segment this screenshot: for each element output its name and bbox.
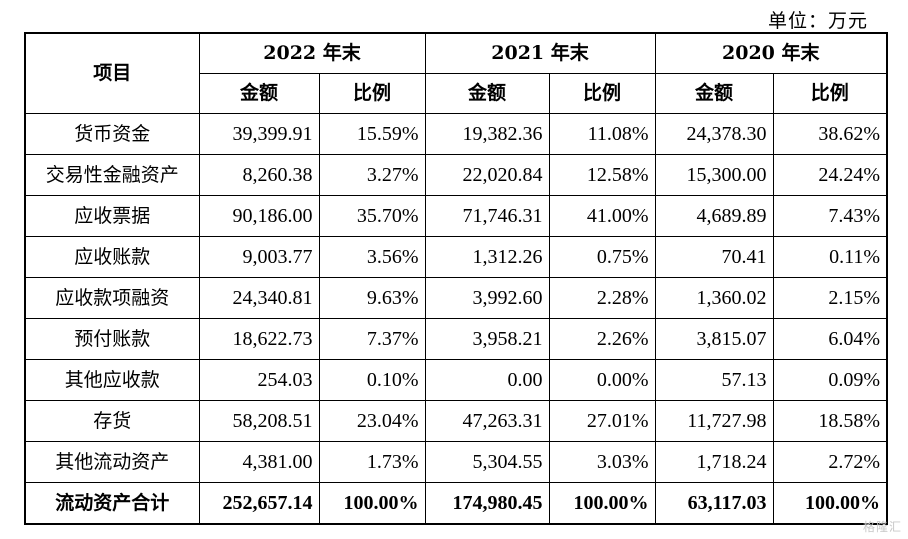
header-ratio: 比例 xyxy=(548,73,656,114)
amount-2020: 24,378.30 xyxy=(654,113,774,155)
amount-2021: 1,312.26 xyxy=(424,236,550,278)
amount-2020: 57.13 xyxy=(654,359,774,401)
amount-2022: 9,003.77 xyxy=(198,236,320,278)
ratio-2022: 15.59% xyxy=(318,113,426,155)
header-ratio: 比例 xyxy=(318,73,426,114)
ratio-2020: 24.24% xyxy=(772,154,888,196)
ratio-2020: 38.62% xyxy=(772,113,888,155)
header-amount: 金额 xyxy=(424,73,550,114)
amount-2021: 71,746.31 xyxy=(424,195,550,237)
amount-2022: 90,186.00 xyxy=(198,195,320,237)
ratio-2022: 3.27% xyxy=(318,154,426,196)
amount-2022: 58,208.51 xyxy=(198,400,320,442)
row-item-label: 应收款项融资 xyxy=(24,277,200,319)
amount-2021: 3,958.21 xyxy=(424,318,550,360)
header-ratio: 比例 xyxy=(772,73,888,114)
ratio-2020: 0.09% xyxy=(772,359,888,401)
ratio-2022: 23.04% xyxy=(318,400,426,442)
table-row: 应收账款 9,003.77 3.56% 1,312.26 0.75% 70.41… xyxy=(24,236,888,278)
ratio-2020: 6.04% xyxy=(772,318,888,360)
ratio-2021: 12.58% xyxy=(548,154,656,196)
ratio-2021: 27.01% xyxy=(548,400,656,442)
table-row: 其他流动资产 4,381.00 1.73% 5,304.55 3.03% 1,7… xyxy=(24,441,888,483)
ratio-2021: 41.00% xyxy=(548,195,656,237)
header-year-2022: 2022 年末 xyxy=(198,32,426,74)
ratio-2022: 35.70% xyxy=(318,195,426,237)
amount-2021: 22,020.84 xyxy=(424,154,550,196)
header-year-2021: 2021 年末 xyxy=(424,32,656,74)
amount-2021: 3,992.60 xyxy=(424,277,550,319)
ratio-2022: 1.73% xyxy=(318,441,426,483)
watermark-logo: 格隆汇 xyxy=(862,520,902,534)
row-item-label: 应收票据 xyxy=(24,195,200,237)
table-row: 应收款项融资 24,340.81 9.63% 3,992.60 2.28% 1,… xyxy=(24,277,888,319)
ratio-2021: 2.28% xyxy=(548,277,656,319)
header-row-years: 项目 2022 年末 2021 年末 2020 年末 xyxy=(24,32,888,114)
current-assets-table: 项目 2022 年末 2021 年末 2020 年末 金额 比例 金额 比例 金… xyxy=(24,32,888,525)
amount-2021: 47,263.31 xyxy=(424,400,550,442)
ratio-2022: 7.37% xyxy=(318,318,426,360)
ratio-2021: 3.03% xyxy=(548,441,656,483)
ratio-2020: 2.15% xyxy=(772,277,888,319)
ratio-2022: 9.63% xyxy=(318,277,426,319)
amount-2020: 11,727.98 xyxy=(654,400,774,442)
ratio-2020: 18.58% xyxy=(772,400,888,442)
row-item-label: 货币资金 xyxy=(24,113,200,155)
amount-2021: 0.00 xyxy=(424,359,550,401)
amount-2022: 18,622.73 xyxy=(198,318,320,360)
ratio-2022: 3.56% xyxy=(318,236,426,278)
ratio-2020: 0.11% xyxy=(772,236,888,278)
amount-2021: 5,304.55 xyxy=(424,441,550,483)
amount-2020: 1,718.24 xyxy=(654,441,774,483)
ratio-2021: 2.26% xyxy=(548,318,656,360)
amount-2020: 70.41 xyxy=(654,236,774,278)
row-item-label: 预付账款 xyxy=(24,318,200,360)
header-row-subcolumns: 金额 比例 金额 比例 金额 比例 xyxy=(25,73,888,114)
amount-2021: 19,382.36 xyxy=(424,113,550,155)
header-amount: 金额 xyxy=(654,73,774,114)
amount-2020: 4,689.89 xyxy=(654,195,774,237)
unit-label: 单位：万元 xyxy=(767,10,868,32)
header-year-2020: 2020 年末 xyxy=(654,32,888,74)
total-amount-2020: 63,117.03 xyxy=(654,482,774,525)
total-row: 流动资产合计 252,657.14 100.00% 174,980.45 100… xyxy=(24,482,888,525)
amount-2022: 39,399.91 xyxy=(198,113,320,155)
ratio-2021: 0.75% xyxy=(548,236,656,278)
total-amount-2022: 252,657.14 xyxy=(198,482,320,525)
ratio-2021: 0.00% xyxy=(548,359,656,401)
row-item-label: 应收账款 xyxy=(24,236,200,278)
total-ratio-2021: 100.00% xyxy=(548,482,656,525)
table-row: 应收票据 90,186.00 35.70% 71,746.31 41.00% 4… xyxy=(24,195,888,237)
table-row: 预付账款 18,622.73 7.37% 3,958.21 2.26% 3,81… xyxy=(24,318,888,360)
ratio-2022: 0.10% xyxy=(318,359,426,401)
total-ratio-2022: 100.00% xyxy=(318,482,426,525)
total-amount-2021: 174,980.45 xyxy=(424,482,550,525)
row-item-label: 其他应收款 xyxy=(24,359,200,401)
row-item-label: 其他流动资产 xyxy=(24,441,200,483)
amount-2020: 15,300.00 xyxy=(654,154,774,196)
amount-2022: 24,340.81 xyxy=(198,277,320,319)
table-row: 交易性金融资产 8,260.38 3.27% 22,020.84 12.58% … xyxy=(24,154,888,196)
row-item-label: 存货 xyxy=(24,400,200,442)
row-item-label: 交易性金融资产 xyxy=(24,154,200,196)
header-item: 项目 xyxy=(24,32,200,114)
amount-2022: 4,381.00 xyxy=(198,441,320,483)
amount-2020: 3,815.07 xyxy=(654,318,774,360)
amount-2022: 8,260.38 xyxy=(198,154,320,196)
ratio-2020: 7.43% xyxy=(772,195,888,237)
amount-2020: 1,360.02 xyxy=(654,277,774,319)
amount-2022: 254.03 xyxy=(198,359,320,401)
ratio-2020: 2.72% xyxy=(772,441,888,483)
table-row: 货币资金 39,399.91 15.59% 19,382.36 11.08% 2… xyxy=(24,113,888,155)
ratio-2021: 11.08% xyxy=(548,113,656,155)
table-row: 存货 58,208.51 23.04% 47,263.31 27.01% 11,… xyxy=(24,400,888,442)
table-row: 其他应收款 254.03 0.10% 0.00 0.00% 57.13 0.09… xyxy=(24,359,888,401)
total-ratio-2020: 100.00% xyxy=(772,482,888,525)
header-amount: 金额 xyxy=(198,73,320,114)
total-item-label: 流动资产合计 xyxy=(24,482,200,525)
